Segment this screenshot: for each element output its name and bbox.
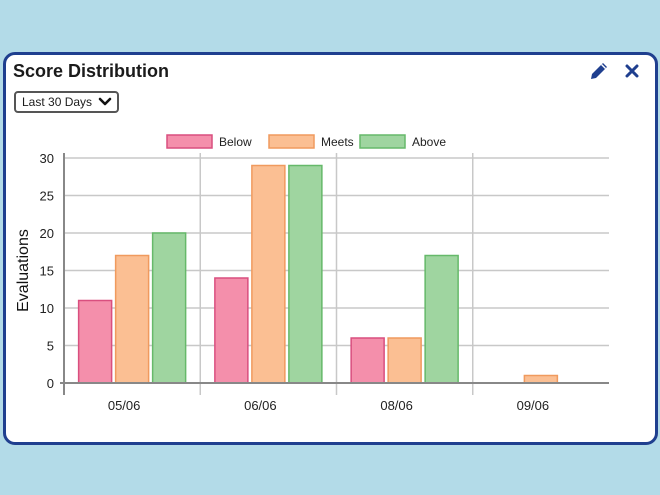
bar-above <box>151 232 187 384</box>
edit-button[interactable] <box>588 60 610 82</box>
widget-title: Score Distribution <box>13 61 170 81</box>
score-chart: 0 5 10 15 20 25 30 05/06 06/06 08/06 09/06 Evaluati… <box>15 134 609 413</box>
y-axis-label: Evaluations <box>15 229 32 312</box>
pencil-icon <box>591 63 607 79</box>
y-tick-label: 5 <box>47 339 54 354</box>
legend-swatch-meets <box>268 134 315 149</box>
bar-below <box>214 277 249 384</box>
x-tick-label: 09/06 <box>517 398 550 413</box>
x-tick-label: 05/06 <box>108 398 141 413</box>
bar-below <box>350 337 385 384</box>
date-range-value: Last 30 Days <box>22 95 93 109</box>
bar-above <box>424 254 459 384</box>
score-distribution-card: Score Distribution Last 30 Days 0 5 10 15 20… <box>3 52 658 445</box>
y-tick-label: 0 <box>47 376 54 391</box>
close-icon <box>625 64 639 78</box>
chevron-down-icon <box>98 97 112 106</box>
close-button[interactable] <box>621 60 643 82</box>
bar-below <box>77 299 113 384</box>
date-range-select[interactable]: Last 30 Days <box>14 91 119 113</box>
bar-meets <box>251 164 286 384</box>
y-tick-label: 10 <box>40 301 54 316</box>
legend-swatch-above <box>359 134 406 149</box>
bar-meets <box>523 374 559 384</box>
y-tick-label: 20 <box>40 226 54 241</box>
bar-meets <box>114 254 150 384</box>
y-tick-label: 30 <box>40 151 54 166</box>
legend-label-below: Below <box>219 135 252 149</box>
bar-meets <box>387 337 422 384</box>
bar-above <box>288 164 323 384</box>
x-tick-label: 08/06 <box>380 398 413 413</box>
legend-label-above: Above <box>412 135 446 149</box>
y-tick-label: 25 <box>40 189 54 204</box>
x-tick-label: 06/06 <box>244 398 277 413</box>
legend-label-meets: Meets <box>321 135 354 149</box>
legend-swatch-below <box>166 134 213 149</box>
y-tick-label: 15 <box>40 264 54 279</box>
